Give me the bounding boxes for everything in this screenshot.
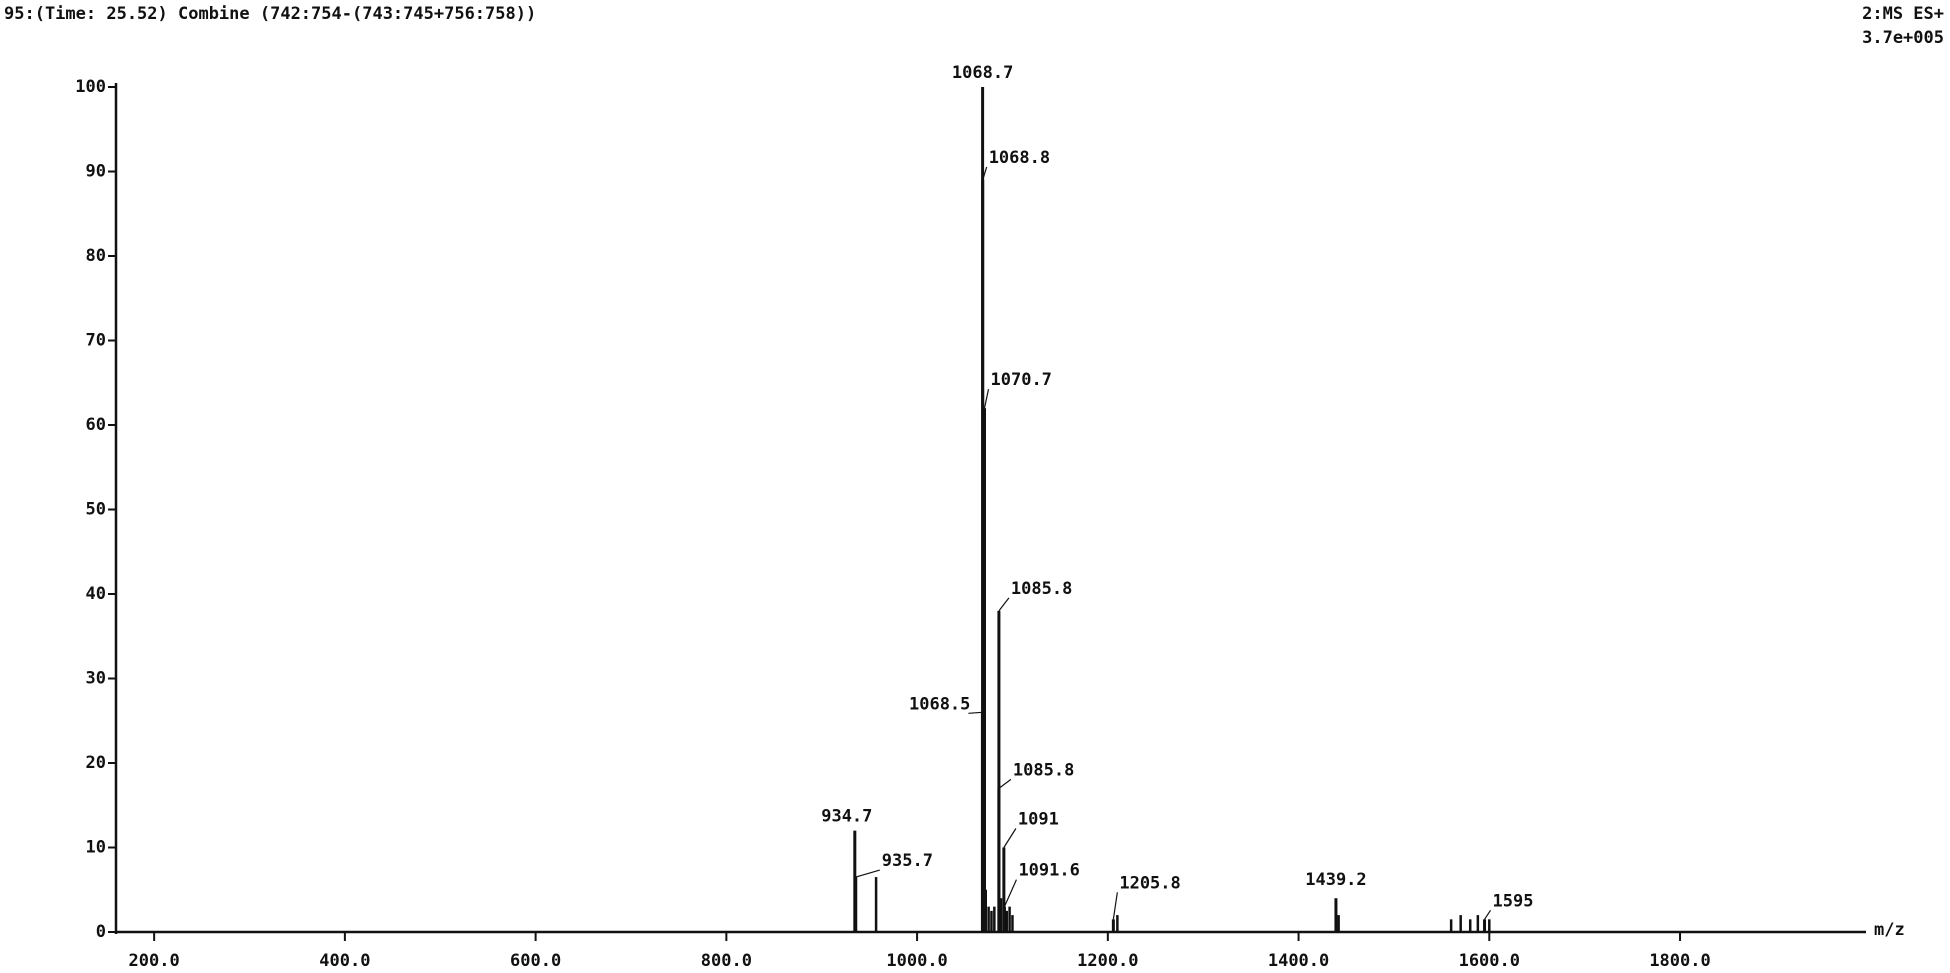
leader-line: [1003, 879, 1017, 907]
y-tick-label: 0: [96, 922, 106, 942]
intensity-scale: 3.7e+005: [1862, 28, 1944, 48]
x-tick-label: 1000.0: [886, 951, 947, 971]
y-tick-label: 20: [86, 753, 106, 773]
peak-label: 1068.8: [989, 148, 1050, 168]
y-tick-label: 80: [86, 246, 106, 266]
peak-label: 1205.8: [1119, 873, 1180, 893]
y-tick-label: 70: [86, 331, 106, 351]
leader-line: [1003, 828, 1017, 848]
peak-label: 1085.8: [1013, 760, 1074, 780]
x-tick-label: 400.0: [319, 951, 370, 971]
scan-mode: 2:MS ES+: [1862, 4, 1944, 24]
chart-title: 95:(Time: 25.52) Combine (742:754-(743:7…: [4, 4, 536, 24]
y-tick-label: 30: [86, 669, 106, 689]
x-tick-label: 800.0: [701, 951, 752, 971]
x-tick-label: 200.0: [129, 951, 180, 971]
x-tick-label: 1400.0: [1268, 951, 1329, 971]
x-tick-label: 1600.0: [1459, 951, 1520, 971]
peak-label: 1091: [1018, 810, 1059, 830]
peak-label: 1439.2: [1305, 870, 1366, 890]
peak-label: 1070.7: [991, 370, 1052, 390]
peak-label: 1085.8: [1011, 579, 1072, 599]
leader-line: [998, 597, 1010, 612]
leader-line: [1484, 909, 1492, 920]
y-tick-label: 60: [86, 415, 106, 435]
y-tick-label: 100: [75, 77, 106, 97]
y-tick-label: 10: [86, 838, 106, 858]
y-tick-label: 40: [86, 584, 106, 604]
leader-line: [1112, 892, 1118, 920]
peak-label: 1595: [1493, 891, 1534, 911]
leader-line: [968, 711, 983, 714]
peak-label: 1068.5: [909, 694, 970, 714]
peak-label: 1068.7: [952, 63, 1013, 83]
x-tick-label: 1200.0: [1077, 951, 1138, 971]
x-axis-label: m/z: [1874, 920, 1905, 940]
peak-label: 1091.6: [1018, 861, 1079, 881]
leader-line: [998, 778, 1012, 789]
peak-label: 935.7: [882, 851, 933, 871]
leader-line: [983, 388, 990, 409]
y-tick-label: 90: [86, 162, 106, 182]
x-tick-label: 600.0: [510, 951, 561, 971]
leader-line: [982, 166, 988, 181]
y-tick-label: 50: [86, 500, 106, 520]
x-tick-label: 1800.0: [1649, 951, 1710, 971]
peak-label: 934.7: [821, 807, 872, 827]
leader-line: [855, 869, 880, 878]
